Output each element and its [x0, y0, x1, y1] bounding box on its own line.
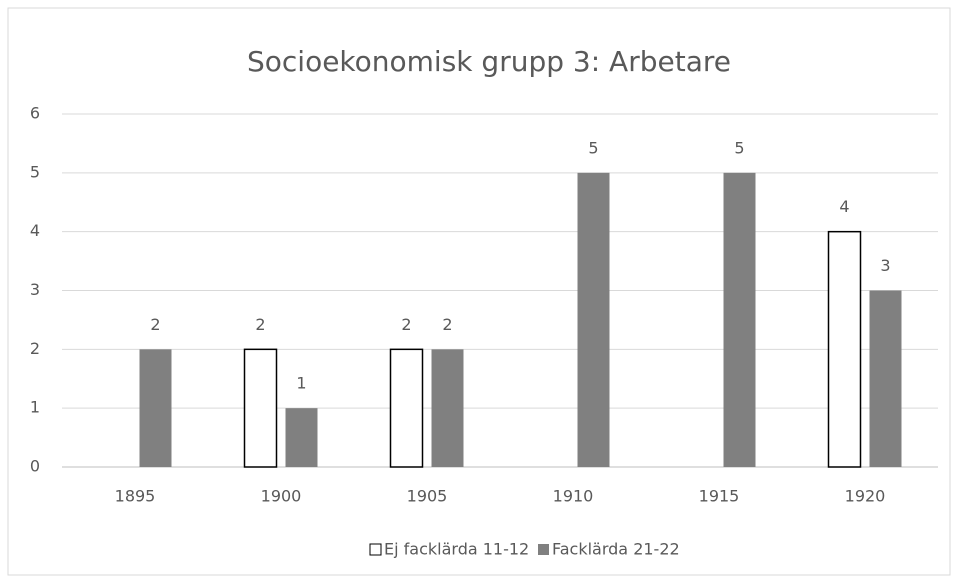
- legend-label: Ej facklärda 11-12: [384, 540, 529, 559]
- bar: [827, 230, 862, 468]
- chart-title: Socioekonomisk grupp 3: Arbetare: [247, 45, 731, 78]
- bar: [285, 408, 318, 467]
- y-tick-label: 1: [30, 398, 40, 417]
- legend-swatch: [369, 543, 382, 556]
- data-label: 5: [734, 138, 744, 157]
- bar: [723, 172, 756, 468]
- y-tick-label: 4: [30, 221, 40, 240]
- data-label: 2: [442, 315, 452, 334]
- data-label: 4: [839, 197, 849, 216]
- data-label: 2: [255, 315, 265, 334]
- x-tick-label: 1895: [115, 487, 156, 506]
- chart-border: [7, 7, 951, 576]
- x-tick-label: 1915: [699, 487, 740, 506]
- bar: [139, 349, 172, 467]
- legend-swatch: [538, 544, 549, 555]
- data-label: 5: [588, 138, 598, 157]
- y-tick-label: 2: [30, 339, 40, 358]
- bar: [577, 172, 610, 468]
- data-label: 2: [150, 315, 160, 334]
- y-tick-label: 5: [30, 162, 40, 181]
- legend-label: Facklärda 21-22: [552, 540, 680, 559]
- bar: [431, 349, 464, 467]
- y-tick-label: 6: [30, 104, 40, 123]
- data-label: 3: [880, 256, 890, 275]
- x-tick-label: 1920: [845, 487, 886, 506]
- y-tick-label: 0: [30, 457, 40, 476]
- bar: [243, 348, 278, 468]
- y-tick-label: 3: [30, 280, 40, 299]
- data-label: 2: [401, 315, 411, 334]
- x-tick-label: 1905: [407, 487, 448, 506]
- x-tick-label: 1910: [553, 487, 594, 506]
- data-label: 1: [296, 374, 306, 393]
- bar: [389, 348, 424, 468]
- x-tick-label: 1900: [261, 487, 302, 506]
- bar: [869, 290, 902, 467]
